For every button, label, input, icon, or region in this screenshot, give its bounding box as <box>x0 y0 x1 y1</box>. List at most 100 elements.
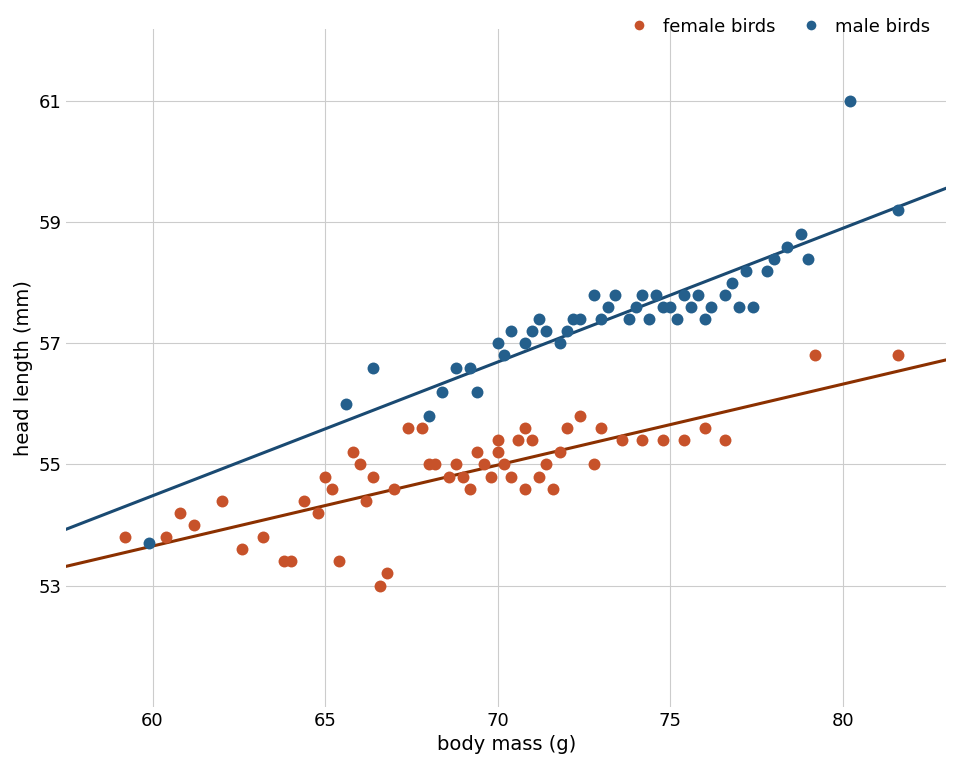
Point <box>552 446 567 458</box>
Point <box>428 458 444 471</box>
Point <box>442 471 457 483</box>
Point <box>587 289 602 301</box>
Point <box>656 434 671 446</box>
Point <box>890 204 905 217</box>
Point <box>697 313 712 326</box>
Point <box>517 337 533 349</box>
Point <box>669 313 684 326</box>
Point <box>359 495 374 507</box>
Point <box>338 398 353 410</box>
Point <box>400 422 416 434</box>
Legend: female birds, male birds: female birds, male birds <box>613 11 937 43</box>
Point <box>331 555 347 568</box>
Point <box>732 301 747 313</box>
Point <box>463 482 478 495</box>
Point <box>463 362 478 374</box>
Point <box>662 301 678 313</box>
Point <box>573 410 588 422</box>
Point <box>738 265 754 277</box>
Point <box>745 301 760 313</box>
Point <box>297 495 312 507</box>
Point <box>628 301 643 313</box>
Point <box>559 325 574 337</box>
Point <box>448 362 464 374</box>
Point <box>517 482 533 495</box>
Point <box>324 482 340 495</box>
Point <box>600 301 615 313</box>
Point <box>725 276 740 289</box>
Point <box>780 240 795 253</box>
Point <box>234 543 250 555</box>
Point <box>676 289 691 301</box>
Point <box>676 434 691 446</box>
Point <box>173 507 188 519</box>
Point <box>386 482 401 495</box>
Point <box>490 337 505 349</box>
Point <box>318 471 333 483</box>
Point <box>504 325 519 337</box>
Point <box>469 386 485 398</box>
Point <box>345 446 360 458</box>
Point <box>649 289 664 301</box>
Point <box>483 471 498 483</box>
Point <box>476 458 492 471</box>
Point <box>310 507 325 519</box>
Point <box>608 289 623 301</box>
Point <box>420 410 436 422</box>
Point <box>545 482 561 495</box>
Point <box>158 531 174 543</box>
Point <box>759 265 775 277</box>
Point <box>524 434 540 446</box>
Point <box>635 434 650 446</box>
Point <box>593 313 609 326</box>
Point <box>552 337 567 349</box>
Point <box>117 531 132 543</box>
Point <box>801 253 816 265</box>
Point <box>517 422 533 434</box>
Point <box>684 301 699 313</box>
Point <box>524 325 540 337</box>
Point <box>276 555 291 568</box>
Point <box>366 471 381 483</box>
Point <box>890 349 905 362</box>
Point <box>614 434 630 446</box>
Point <box>255 531 271 543</box>
Point <box>490 446 505 458</box>
Point <box>497 458 513 471</box>
Point <box>352 458 368 471</box>
Point <box>766 253 781 265</box>
Point <box>455 471 470 483</box>
Point <box>559 422 574 434</box>
Y-axis label: head length (mm): head length (mm) <box>13 280 33 455</box>
Point <box>656 301 671 313</box>
Point <box>214 495 229 507</box>
Point <box>587 458 602 471</box>
Point <box>141 537 156 549</box>
Point <box>435 386 450 398</box>
Point <box>593 422 609 434</box>
Point <box>420 458 436 471</box>
Point <box>448 458 464 471</box>
Point <box>531 471 546 483</box>
Point <box>539 458 554 471</box>
Point <box>511 434 526 446</box>
Point <box>497 349 513 362</box>
Point <box>704 301 719 313</box>
Point <box>539 325 554 337</box>
Point <box>490 434 505 446</box>
Point <box>718 289 733 301</box>
Point <box>635 289 650 301</box>
Point <box>697 422 712 434</box>
Point <box>372 579 388 591</box>
Point <box>565 313 581 326</box>
Point <box>366 362 381 374</box>
Point <box>283 555 299 568</box>
Point <box>842 95 857 108</box>
Point <box>469 446 485 458</box>
X-axis label: body mass (g): body mass (g) <box>437 735 576 754</box>
Point <box>807 349 823 362</box>
Point <box>414 422 429 434</box>
Point <box>718 434 733 446</box>
Point <box>504 471 519 483</box>
Point <box>641 313 657 326</box>
